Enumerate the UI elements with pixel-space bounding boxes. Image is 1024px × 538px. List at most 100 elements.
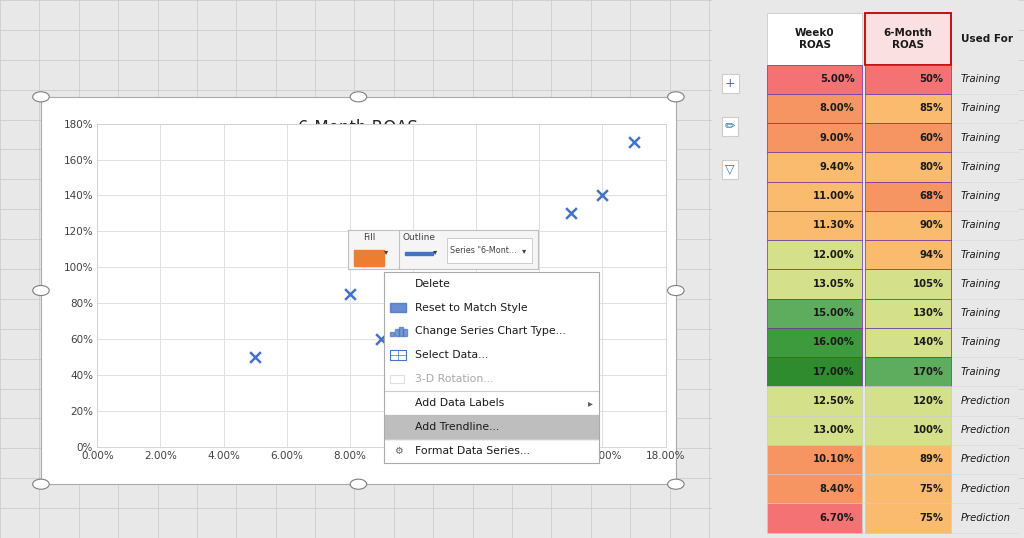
Text: ⚙: ⚙	[393, 446, 402, 456]
Text: 11.30%: 11.30%	[812, 221, 854, 230]
Text: Change Series Chart Type...: Change Series Chart Type...	[415, 327, 566, 336]
Circle shape	[33, 479, 49, 489]
Point	[445, 281, 462, 289]
Bar	[865, 65, 951, 94]
Bar	[767, 415, 862, 445]
Text: +: +	[725, 77, 735, 90]
Text: Training: Training	[961, 250, 1000, 260]
Bar	[395, 329, 398, 336]
Point	[562, 209, 579, 218]
Text: 140%: 140%	[912, 337, 943, 348]
Point	[373, 335, 389, 343]
Text: 13.00%: 13.00%	[813, 425, 854, 435]
Text: 3-D Rotation...: 3-D Rotation...	[415, 374, 494, 384]
Bar	[865, 182, 951, 211]
Point	[626, 137, 642, 146]
Bar	[767, 94, 862, 123]
Bar	[767, 474, 862, 504]
Circle shape	[668, 286, 684, 295]
Text: Outline: Outline	[402, 233, 435, 242]
Text: 13.05%: 13.05%	[813, 279, 854, 289]
Text: 60%: 60%	[920, 133, 943, 143]
Circle shape	[668, 479, 684, 489]
Bar	[767, 123, 862, 152]
Bar	[865, 211, 951, 240]
Point	[386, 299, 402, 307]
Text: Training: Training	[961, 74, 1000, 84]
Text: Select Data...: Select Data...	[415, 350, 488, 360]
Text: 12.50%: 12.50%	[813, 396, 854, 406]
Text: 50%: 50%	[920, 74, 943, 84]
Circle shape	[668, 92, 684, 102]
Bar	[767, 211, 862, 240]
Text: ▸: ▸	[588, 398, 593, 408]
Text: ▾: ▾	[384, 247, 388, 256]
Text: Training: Training	[961, 308, 1000, 318]
Text: Fill: Fill	[362, 233, 375, 242]
Bar	[767, 328, 862, 357]
Text: Training: Training	[961, 337, 1000, 348]
Bar	[390, 350, 406, 360]
Bar	[767, 299, 862, 328]
Text: ▽: ▽	[725, 163, 735, 176]
Bar	[865, 270, 951, 299]
Text: Training: Training	[961, 191, 1000, 201]
Bar	[399, 327, 402, 336]
Text: 170%: 170%	[912, 367, 943, 377]
Text: 10.10%: 10.10%	[812, 455, 854, 464]
Text: 120%: 120%	[912, 396, 943, 406]
Point	[436, 320, 453, 329]
Text: 15.00%: 15.00%	[813, 308, 854, 318]
Text: 9.40%: 9.40%	[819, 162, 854, 172]
Text: Prediction: Prediction	[961, 396, 1011, 406]
Text: Used For: Used For	[961, 34, 1013, 44]
Text: 85%: 85%	[920, 103, 943, 114]
Text: Prediction: Prediction	[961, 455, 1011, 464]
Text: ▾: ▾	[433, 247, 437, 256]
Bar	[390, 376, 404, 383]
Bar	[767, 240, 862, 270]
Text: ▾: ▾	[522, 246, 526, 255]
Point	[342, 290, 358, 299]
Point	[247, 352, 263, 361]
Bar	[865, 152, 951, 181]
Text: 8.00%: 8.00%	[820, 103, 854, 114]
Text: Format Data Series...: Format Data Series...	[415, 446, 530, 456]
Text: 6-Month ROAS: 6-Month ROAS	[298, 119, 419, 137]
Circle shape	[350, 92, 367, 102]
Circle shape	[350, 479, 367, 489]
Text: 130%: 130%	[912, 308, 943, 318]
Text: Prediction: Prediction	[961, 425, 1011, 435]
Bar	[865, 445, 951, 474]
Text: Add Trendline...: Add Trendline...	[415, 422, 500, 432]
Text: 11.00%: 11.00%	[812, 191, 854, 201]
Bar	[865, 415, 951, 445]
Bar	[865, 299, 951, 328]
Bar	[767, 13, 862, 65]
Circle shape	[33, 286, 49, 295]
Bar	[390, 332, 394, 336]
Point	[594, 191, 610, 200]
Bar	[390, 303, 406, 312]
Bar	[767, 65, 862, 94]
Text: 75%: 75%	[920, 513, 943, 523]
Text: 94%: 94%	[920, 250, 943, 260]
Text: 75%: 75%	[920, 484, 943, 494]
Bar	[865, 123, 951, 152]
Text: Training: Training	[961, 162, 1000, 172]
Text: 105%: 105%	[912, 279, 943, 289]
Text: 100%: 100%	[912, 425, 943, 435]
Text: 6-Month
ROAS: 6-Month ROAS	[884, 28, 933, 50]
Bar	[865, 474, 951, 504]
Text: 5.00%: 5.00%	[820, 74, 854, 84]
Text: Delete: Delete	[415, 279, 451, 288]
Text: ✏: ✏	[725, 120, 735, 133]
Text: Training: Training	[961, 103, 1000, 114]
Text: 89%: 89%	[920, 455, 943, 464]
Text: 90%: 90%	[920, 221, 943, 230]
Bar	[767, 270, 862, 299]
Bar	[865, 94, 951, 123]
Bar	[865, 357, 951, 386]
Bar	[865, 386, 951, 415]
Text: Week0
ROAS: Week0 ROAS	[795, 28, 835, 50]
